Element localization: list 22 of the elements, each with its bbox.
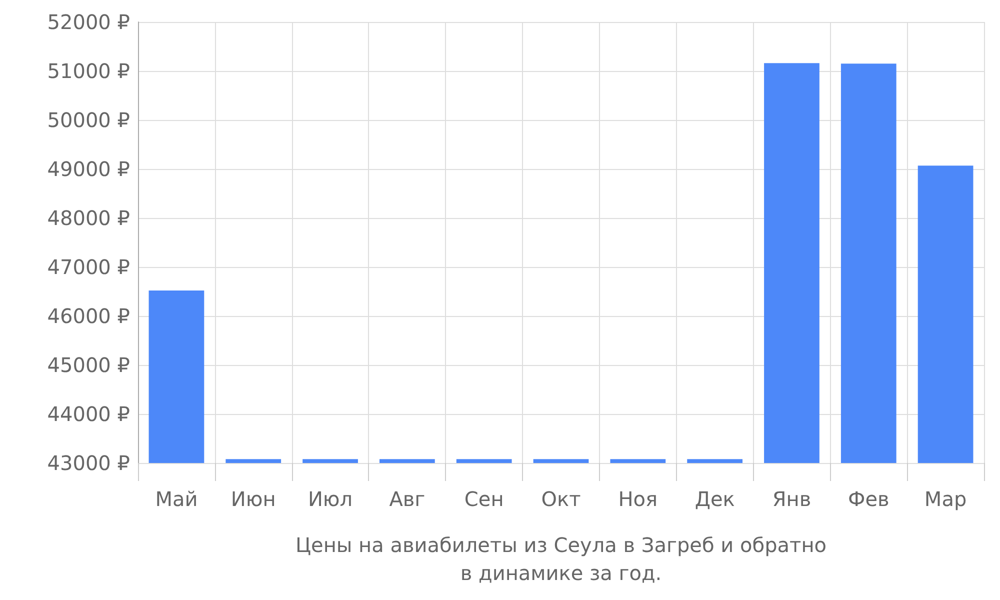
y-tick-label: 49000 ₽	[47, 157, 130, 181]
x-tick-label: Июн	[230, 487, 276, 511]
x-tick-label: Ноя	[618, 487, 658, 511]
x-tick-label: Мар	[924, 487, 967, 511]
y-tick-label: 44000 ₽	[47, 402, 130, 426]
x-tick-label: Июл	[308, 487, 353, 511]
y-tick-label: 48000 ₽	[47, 206, 130, 230]
y-tick-label: 43000 ₽	[47, 451, 130, 475]
x-tick-label: Окт	[541, 487, 582, 511]
x-axis-title: Цены на авиабилеты из Сеула в Загреб и обратно в динамике за год.	[295, 533, 827, 585]
y-tick-label: 51000 ₽	[47, 59, 130, 83]
y-tick-label: 47000 ₽	[47, 255, 130, 279]
x-tick-label: Дек	[694, 487, 735, 511]
x-tick-label: Янв	[772, 487, 812, 511]
x-tick-label: Сен	[464, 487, 504, 511]
y-tick-label: 45000 ₽	[47, 353, 130, 377]
x-tick-label: Фев	[848, 487, 890, 511]
y-tick-label: 52000 ₽	[47, 10, 130, 34]
y-tick-label: 50000 ₽	[47, 108, 130, 132]
x-tick-label: Май	[155, 487, 198, 511]
y-tick-label: 46000 ₽	[47, 304, 130, 328]
x-tick-label: Авг	[389, 487, 426, 511]
